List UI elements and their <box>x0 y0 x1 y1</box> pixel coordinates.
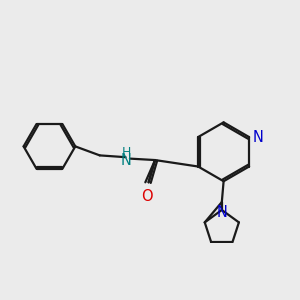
Text: O: O <box>141 189 153 204</box>
Text: H: H <box>121 146 130 159</box>
Text: N: N <box>121 153 131 168</box>
Text: N: N <box>253 130 264 145</box>
Text: N: N <box>216 205 227 220</box>
